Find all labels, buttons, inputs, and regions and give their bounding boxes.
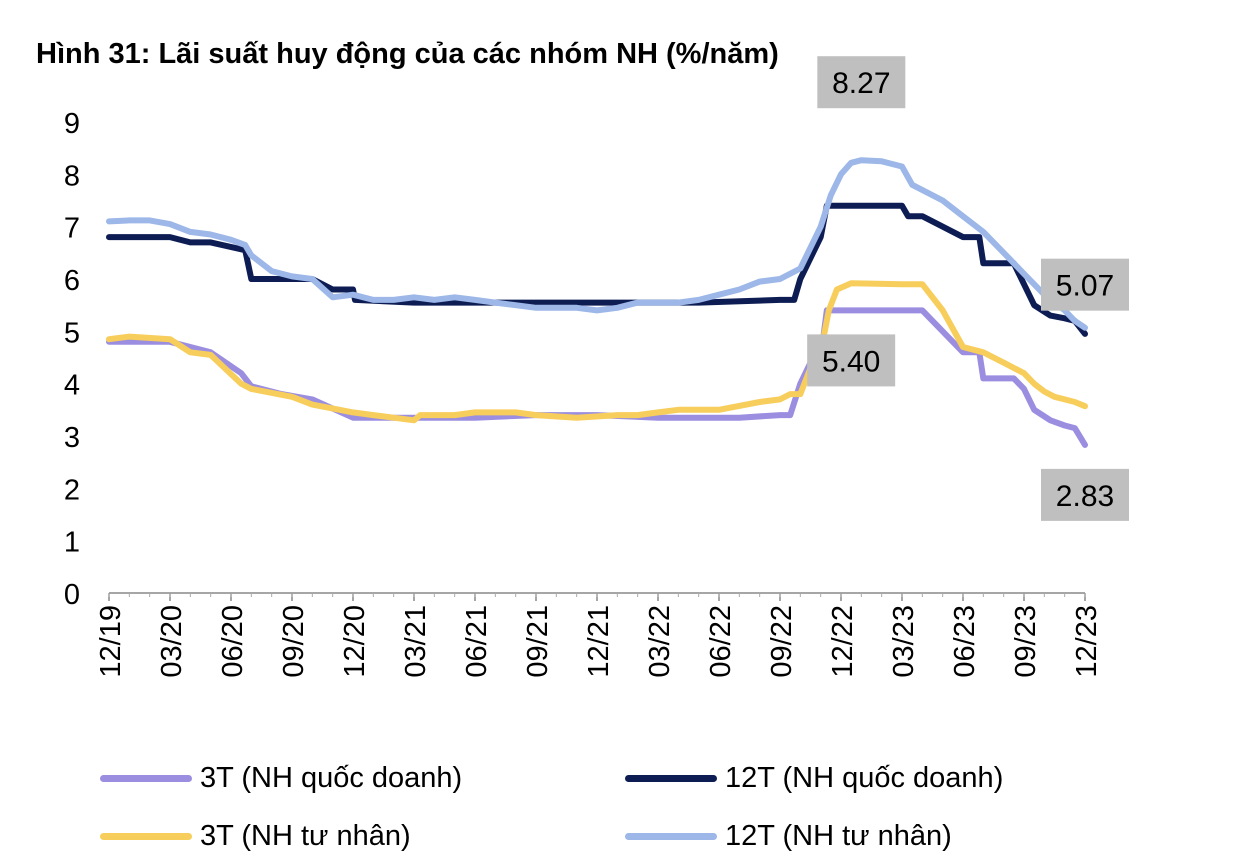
y-tick-label: 1	[64, 527, 80, 559]
x-tick-label: 09/23	[1010, 605, 1042, 678]
annotation-label: 2.83	[1056, 480, 1114, 513]
series-line-1	[106, 307, 1088, 448]
annotation-box	[807, 334, 896, 387]
legend-item-12t-state: 12T (NH quốc doanh)	[625, 762, 1003, 795]
x-tick-label: 09/22	[766, 605, 798, 678]
y-tick-label: 8	[64, 160, 80, 192]
y-tick-label: 6	[64, 265, 80, 297]
series-line-4	[106, 157, 1088, 331]
x-tick-label: 06/21	[461, 605, 493, 678]
annotation-box	[1041, 258, 1129, 311]
annotation-label: 5.40	[822, 345, 880, 378]
x-tick-label: 12/23	[1071, 605, 1103, 678]
legend-label: 3T (NH quốc doanh)	[200, 762, 463, 794]
x-tick-label: 03/20	[156, 605, 188, 678]
annotation-box	[1041, 468, 1129, 521]
x-tick-label: 03/21	[400, 605, 432, 678]
y-tick-label: 0	[64, 579, 80, 611]
annotation-box	[817, 56, 906, 109]
x-tick-label: 03/22	[644, 605, 676, 678]
x-tick-label: 12/20	[339, 605, 371, 678]
series-line-2	[106, 202, 1088, 337]
legend-swatch-12t-state	[625, 775, 717, 782]
legend-swatch-12t-private	[625, 833, 717, 840]
legend-swatch-3t-private	[100, 833, 192, 840]
legend-item-3t-private: 3T (NH tư nhân)	[100, 820, 411, 853]
y-tick-label: 9	[64, 108, 80, 140]
y-tick-label: 5	[64, 317, 80, 349]
legend-label: 12T (NH quốc doanh)	[725, 762, 1004, 794]
x-tick-label: 12/21	[583, 605, 615, 678]
x-tick-label: 09/21	[522, 605, 554, 678]
legend-item-3t-state: 3T (NH quốc doanh)	[100, 762, 462, 795]
x-tick-label: 09/20	[278, 605, 310, 678]
x-tick-label: 12/19	[95, 605, 127, 678]
annotation-label: 5.07	[1056, 270, 1114, 303]
y-tick-label: 4	[64, 370, 80, 402]
x-tick-label: 06/20	[217, 605, 249, 678]
y-tick-label: 2	[64, 474, 80, 506]
legend-label: 3T (NH tư nhân)	[200, 820, 411, 852]
legend-label: 12T (NH tư nhân)	[725, 820, 952, 852]
chart-title: Hình 31: Lãi suất huy động của các nhóm …	[36, 38, 779, 70]
x-tick-label: 03/23	[888, 605, 920, 678]
legend-swatch-3t-state	[100, 775, 192, 782]
series-line-3	[106, 280, 1088, 424]
x-tick-label: 06/23	[949, 605, 981, 678]
x-tick-label: 06/22	[705, 605, 737, 678]
y-tick-label: 7	[64, 213, 80, 245]
legend-item-12t-private: 12T (NH tư nhân)	[625, 820, 952, 853]
x-tick-label: 12/22	[827, 605, 859, 678]
y-tick-label: 3	[64, 422, 80, 454]
annotation-label: 8.27	[832, 67, 890, 100]
